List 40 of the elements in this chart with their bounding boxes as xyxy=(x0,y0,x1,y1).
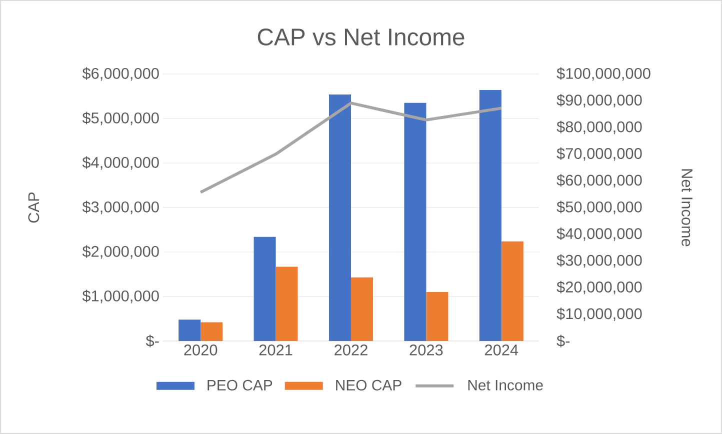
bar xyxy=(329,94,351,341)
y-tick-label: $1,000,000 xyxy=(82,290,159,304)
y2-tick-label: $- xyxy=(556,334,570,348)
chart-title: CAP vs Net Income xyxy=(258,28,464,46)
y-tick-label: $6,000,000 xyxy=(82,67,159,81)
bar xyxy=(479,90,502,341)
legend-label: PEO CAP xyxy=(208,380,272,390)
x-tick-label: 2024 xyxy=(485,344,518,356)
legend-label: Net Income xyxy=(468,380,543,390)
y2-tick-label: $80,000,000 xyxy=(556,120,642,134)
x-tick-label: 2022 xyxy=(334,344,368,356)
y2-tick-label: $60,000,000 xyxy=(556,174,642,188)
bar xyxy=(501,241,524,341)
bar xyxy=(200,322,223,341)
y2-tick-label: $100,000,000 xyxy=(556,67,650,81)
y-tick-label: $2,000,000 xyxy=(82,245,159,259)
y2-tick-label: $70,000,000 xyxy=(556,147,642,161)
y2-axis-title: Net Income xyxy=(682,169,692,246)
y-tick-label: $- xyxy=(146,334,159,348)
bar xyxy=(404,102,426,341)
x-tick-label: 2023 xyxy=(410,344,443,356)
y-tick-label: $4,000,000 xyxy=(82,156,159,170)
bar xyxy=(178,320,201,341)
y2-tick-label: $10,000,000 xyxy=(556,308,642,321)
y-tick-label: $3,000,000 xyxy=(82,200,159,214)
y2-tick-label: $40,000,000 xyxy=(556,228,642,241)
bar xyxy=(351,277,373,341)
y-axis-title: CAP xyxy=(28,192,40,223)
bar xyxy=(254,236,276,341)
legend-label: NEO CAP xyxy=(336,380,402,390)
line-series xyxy=(199,102,503,194)
x-tick-label: 2021 xyxy=(259,344,292,356)
y2-tick-label: $20,000,000 xyxy=(556,280,642,294)
y2-tick-label: $90,000,000 xyxy=(556,94,642,108)
y2-tick-label: $30,000,000 xyxy=(556,254,642,268)
bar xyxy=(426,292,448,341)
x-tick-label: 2020 xyxy=(184,344,218,356)
y2-tick-label: $50,000,000 xyxy=(556,200,642,214)
y-tick-label: $5,000,000 xyxy=(82,112,159,126)
bar xyxy=(276,266,298,341)
